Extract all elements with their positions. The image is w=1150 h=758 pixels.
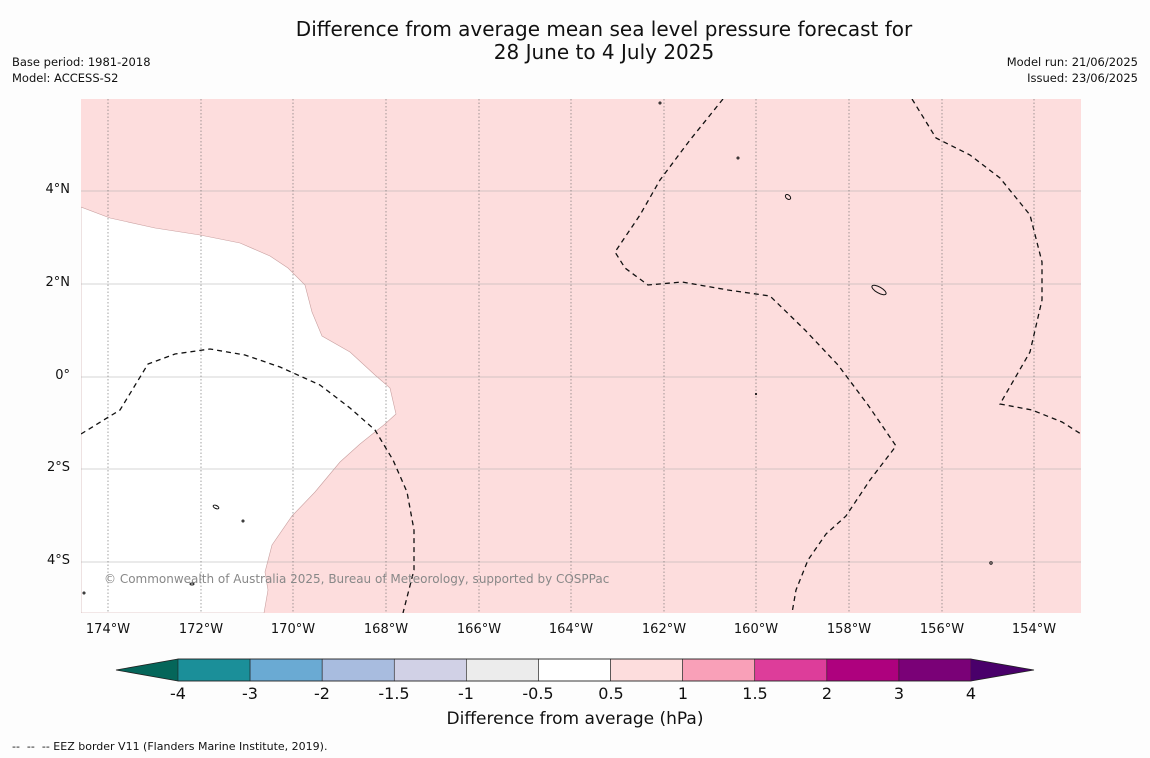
lon-label-168w: 168°W <box>363 622 409 637</box>
island-small-3 <box>754 392 758 396</box>
lon-label-162w: 162°W <box>641 622 687 637</box>
lon-label-172w: 172°W <box>178 622 224 637</box>
island-kiritimati <box>871 284 887 296</box>
colorbar-tick: 3 <box>893 684 905 703</box>
lat-label-0: 0° <box>55 368 70 383</box>
island-tabuaeran <box>784 194 792 200</box>
colorbar <box>115 658 1035 682</box>
lat-label-2n: 2°N <box>45 275 71 290</box>
island-small-2 <box>736 156 740 160</box>
colorbar-tick: -2 <box>314 684 330 703</box>
colorbar-tick: -1 <box>458 684 474 703</box>
eez-borders <box>81 99 1081 613</box>
map-area <box>81 99 1081 613</box>
colorbar-tick: 1 <box>677 684 689 703</box>
model-name: Model: ACCESS-S2 <box>12 71 119 85</box>
title-line-1: Difference from average mean sea level p… <box>295 17 913 41</box>
islands <box>82 101 993 595</box>
colorbar-bins <box>177 658 972 682</box>
island-small-4 <box>241 519 245 523</box>
eez-border-line-islands <box>614 99 897 613</box>
colorbar-bin <box>610 658 683 682</box>
neutral-anomaly-region <box>81 206 397 613</box>
colorbar-bin <box>826 658 900 682</box>
graticule <box>81 99 1081 613</box>
lon-label-156w: 156°W <box>919 622 965 637</box>
lon-label-174w: 174°W <box>85 622 131 637</box>
eez-border-east <box>911 99 1081 435</box>
colorbar-bin <box>466 658 539 682</box>
colorbar-tick: 4 <box>965 684 977 703</box>
colorbar-tick: -4 <box>170 684 186 703</box>
colorbar-over-triangle <box>971 659 1034 681</box>
colorbar-outline <box>115 658 1035 682</box>
colorbar-bin <box>682 658 756 682</box>
colorbar-tick: -1.5 <box>378 684 410 703</box>
lat-label-2s: 2°S <box>46 460 70 475</box>
colorbar-tick: 2 <box>821 684 833 703</box>
map-title: Difference from average mean sea level p… <box>0 18 1150 64</box>
lon-label-166w: 166°W <box>456 622 502 637</box>
colorbar-bin <box>754 658 828 682</box>
lon-label-154w: 154°W <box>1011 622 1057 637</box>
colorbar-bin <box>321 658 395 682</box>
base-period: Base period: 1981-2018 <box>12 55 151 69</box>
issued-date: Issued: 23/06/2025 <box>1027 71 1138 85</box>
copyright-notice: © Commonwealth of Australia 2025, Bureau… <box>104 572 610 586</box>
lat-label-4n: 4°N <box>45 182 71 197</box>
island-small-5 <box>189 582 195 586</box>
lon-label-160w: 160°W <box>733 622 779 637</box>
colorbar-tick: 1.5 <box>742 684 768 703</box>
island-small-6 <box>82 591 86 595</box>
eez-legend-note: -- -- -- EEZ border V11 (Flanders Marine… <box>12 740 328 753</box>
colorbar-bin <box>538 658 611 682</box>
model-run: Model run: 21/06/2025 <box>1006 55 1138 69</box>
colorbar-tick: 0.5 <box>598 684 624 703</box>
island-small-1 <box>658 101 662 105</box>
run-info: Model run: 21/06/2025 Issued: 23/06/2025 <box>1007 54 1138 86</box>
colorbar-title: Difference from average (hPa) <box>446 709 704 729</box>
base-info: Base period: 1981-2018 Model: ACCESS-S2 <box>12 54 151 86</box>
colorbar-bin <box>898 658 972 682</box>
colorbar-tick: -0.5 <box>522 684 554 703</box>
colorbar-bin <box>177 658 251 682</box>
lon-label-164w: 164°W <box>548 622 594 637</box>
lon-label-170w: 170°W <box>270 622 316 637</box>
colorbar-bin <box>249 658 323 682</box>
eez-border-kiribati <box>81 348 415 613</box>
colorbar-tick: -3 <box>242 684 258 703</box>
title-line-2: 28 June to 4 July 2025 <box>493 40 715 64</box>
colorbar-under-triangle <box>116 659 178 681</box>
colorbar-bin <box>393 658 467 682</box>
island-baker <box>212 504 220 510</box>
lat-label-4s: 4°S <box>46 553 70 568</box>
lon-label-158w: 158°W <box>826 622 872 637</box>
island-small-7 <box>989 561 993 565</box>
